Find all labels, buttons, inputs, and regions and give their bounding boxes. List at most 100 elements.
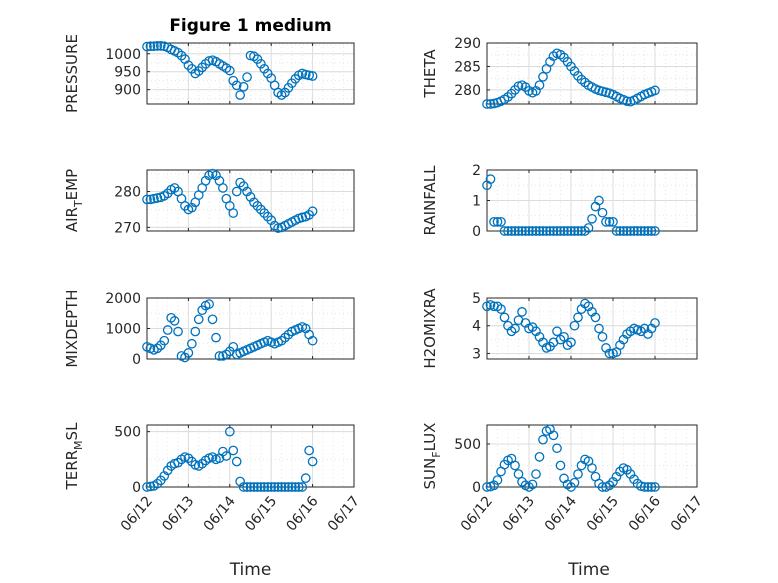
axes-box <box>146 424 355 488</box>
data-point <box>587 463 597 473</box>
y-tick-label: 0 <box>132 352 141 368</box>
data-point <box>573 312 583 323</box>
data-point <box>597 331 608 342</box>
data-point <box>513 469 524 479</box>
subplot-pressure: 900 950 1000 PRESSURE Figure 1 medium <box>63 16 355 113</box>
subplot-theta: 280 285 290 THETA <box>421 36 698 109</box>
y-tick-label: 1000 <box>105 47 141 63</box>
data-point <box>280 482 290 492</box>
data-point <box>255 58 266 69</box>
data-point <box>485 99 496 109</box>
data-point <box>583 223 594 233</box>
data-point <box>228 341 239 352</box>
data-point <box>566 337 576 348</box>
y-axis-label-air-temp: AIRTEMP <box>63 169 85 232</box>
x-tick-label: 06/13 <box>159 493 197 534</box>
data-point <box>545 226 555 236</box>
y-axis-label-pressure: PRESSURE <box>63 34 81 113</box>
data-point <box>548 226 559 236</box>
data-point <box>485 174 496 184</box>
data-point <box>499 226 510 236</box>
y-axis-label-terr-msl: TERRMSL <box>63 422 85 491</box>
data-point <box>573 469 583 479</box>
data-point <box>569 226 580 236</box>
data-point <box>266 482 277 492</box>
data-point <box>273 482 283 492</box>
data-point <box>228 445 239 456</box>
data-point <box>307 71 318 81</box>
subplot-mixdepth: 0 1000 2000 MIXDEPTH <box>63 289 355 368</box>
data-point <box>297 482 308 492</box>
data-point <box>149 193 159 204</box>
data-point <box>531 469 541 479</box>
data-point <box>304 70 314 81</box>
data-point <box>152 41 163 51</box>
subplot-sun-flux: 0 500 SUNFLUX 06/12 06/13 06/14 06/15 06/16 06/1… <box>421 423 706 580</box>
y-axis-label-h2omixra: H2OMIXRA <box>421 288 439 369</box>
data-point <box>622 96 632 107</box>
data-point <box>238 482 249 492</box>
data-point <box>482 99 492 109</box>
x-tick-label: 06/14 <box>201 493 239 534</box>
data-point <box>636 226 646 236</box>
data-point <box>489 217 499 227</box>
y-tick-label: 500 <box>454 437 481 453</box>
y-tick-label: 0 <box>132 480 141 496</box>
y-tick-label: 290 <box>454 36 481 52</box>
data-point <box>618 226 629 236</box>
data-point <box>242 72 252 82</box>
data-point <box>152 478 163 489</box>
y-tick-label: 500 <box>114 425 141 441</box>
data-point <box>510 226 520 236</box>
data-point <box>211 332 221 343</box>
data-point <box>650 85 660 96</box>
y-tick-label: 0 <box>472 480 481 496</box>
data-point <box>149 41 159 52</box>
data-point <box>169 316 180 326</box>
y-tick-label: 2 <box>472 163 481 179</box>
y-tick-label: 3 <box>472 346 481 362</box>
data-point <box>252 482 263 492</box>
data-point <box>625 226 636 236</box>
x-tick-label: 06/15 <box>242 493 280 534</box>
data-point <box>559 226 569 236</box>
x-tick-label: 06/17 <box>325 493 363 534</box>
axes-box <box>146 42 355 105</box>
data-point <box>615 466 625 477</box>
data-point <box>601 217 611 227</box>
y-tick-label: 950 <box>114 65 141 81</box>
x-tick-label: 06/14 <box>542 493 580 534</box>
data-point <box>231 80 242 91</box>
y-tick-label: 1000 <box>105 322 141 338</box>
data-point <box>548 430 559 441</box>
x-tick-label: 06/17 <box>668 493 706 534</box>
data-point <box>173 326 183 337</box>
data-point <box>552 226 562 236</box>
data-point <box>569 320 580 331</box>
data-point <box>559 331 569 342</box>
x-tick-label: 06/13 <box>500 493 538 534</box>
data-point <box>204 299 214 309</box>
data-point <box>269 482 280 492</box>
data-point <box>604 480 615 491</box>
data-point <box>597 207 608 218</box>
data-point <box>145 194 156 205</box>
data-point <box>650 318 660 328</box>
data-point <box>510 460 520 471</box>
data-point <box>506 226 517 236</box>
x-axis-label: Time <box>567 560 610 580</box>
data-point <box>587 213 597 224</box>
data-point <box>594 195 604 206</box>
data-point <box>242 482 252 492</box>
data-point <box>245 482 256 492</box>
data-point <box>145 41 156 52</box>
data-point <box>496 304 506 314</box>
data-point <box>517 307 527 317</box>
subplot-rainfall: 0 1 2 RAINFALL <box>421 163 698 240</box>
data-point <box>235 90 245 100</box>
data-point <box>142 482 152 492</box>
data-point <box>622 226 632 236</box>
data-point <box>615 226 625 236</box>
data-point <box>207 314 218 325</box>
data-point <box>573 226 583 236</box>
